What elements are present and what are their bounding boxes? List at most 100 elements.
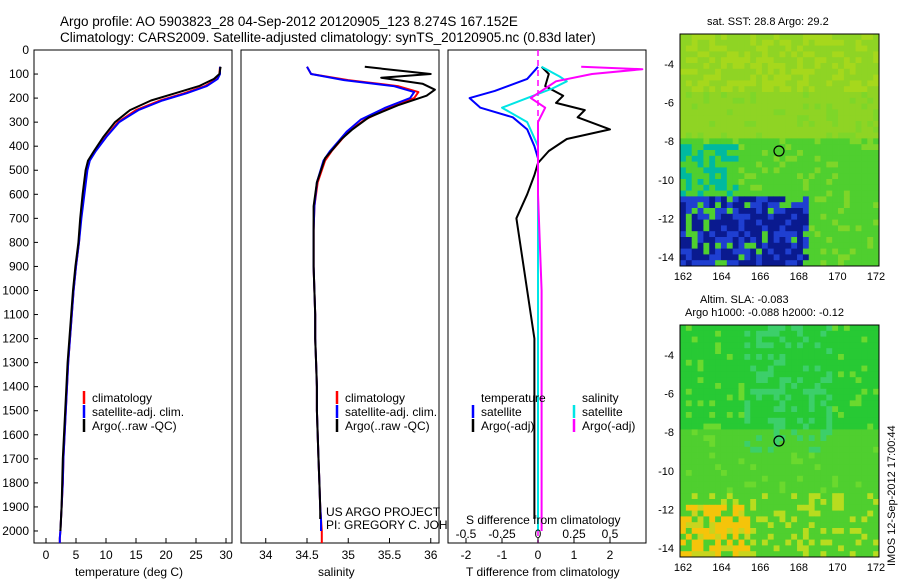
s-xtick-label: 0.5: [602, 527, 619, 541]
map-pixel: [802, 446, 810, 453]
map-pixel: [849, 248, 856, 255]
map-pixel: [726, 260, 734, 267]
map-pixel: [808, 533, 816, 540]
map-pixel: [697, 80, 704, 87]
map-pixel: [732, 45, 739, 52]
map-pixel: [691, 423, 698, 430]
map-pixel: [732, 126, 739, 133]
map-pixel: [761, 231, 769, 238]
map-pixel: [703, 487, 710, 494]
map-pixel: [779, 342, 786, 349]
map-pixel: [814, 184, 821, 191]
xtick-label: 10: [99, 548, 113, 562]
map-pixel: [691, 528, 698, 535]
map-pixel: [861, 510, 868, 517]
map-pixel: [832, 34, 839, 41]
map-pixel: [861, 383, 868, 390]
map-pixel: [808, 348, 816, 355]
map-pixel: [709, 248, 716, 255]
map-pixel: [685, 528, 693, 535]
map-pixel: [826, 458, 833, 465]
map-pixel: [802, 429, 810, 436]
map-pixel: [867, 68, 874, 75]
map-pixel: [849, 109, 856, 116]
map-pixel: [761, 359, 769, 366]
map-pixel: [791, 412, 798, 419]
map-pixel: [685, 388, 693, 395]
map-pixel: [849, 487, 856, 494]
map-pixel: [732, 365, 739, 372]
map-pixel: [685, 80, 693, 87]
map-pixel: [773, 348, 780, 355]
map-pixel: [832, 371, 839, 378]
map-pixel: [756, 109, 763, 116]
map-pixel: [715, 528, 722, 535]
map-pixel: [873, 446, 880, 453]
map-pixel: [797, 57, 804, 64]
map-pixel: [761, 528, 769, 535]
map-pixel: [779, 150, 786, 157]
xtick-label: 1: [571, 548, 578, 562]
map-pixel: [843, 34, 851, 41]
timestamp-stamp: IMOS 12-Sep-2012 17:00:44: [886, 425, 898, 566]
map-pixel: [797, 452, 804, 459]
map-pixel: [849, 196, 856, 203]
map-pixel: [697, 34, 704, 41]
map-pixel: [820, 400, 827, 407]
map-pixel: [826, 417, 833, 424]
map-pixel: [802, 138, 810, 145]
map-pixel: [680, 109, 687, 116]
map-pixel: [867, 504, 874, 511]
map-pixel: [685, 348, 693, 355]
map-pixel: [855, 86, 862, 93]
map-pixel: [691, 80, 698, 87]
map-pixel: [697, 539, 704, 546]
map-pixel: [814, 92, 821, 99]
map-pixel: [797, 173, 804, 180]
map-pixel: [797, 499, 804, 506]
sla-map-yticks: -4-6-8-10-12-14: [658, 350, 674, 555]
map-pixel: [691, 39, 698, 46]
map-pixel: [703, 196, 710, 203]
map-pixel: [808, 510, 816, 517]
map-pixel: [838, 377, 845, 384]
map-pixel: [797, 68, 804, 75]
map-pixel: [726, 132, 734, 139]
map-pixel: [756, 493, 763, 500]
map-pixel: [680, 190, 687, 197]
map-pixel: [843, 121, 851, 128]
map-pixel: [732, 383, 739, 390]
map-pixel: [779, 400, 786, 407]
map-pixel: [744, 429, 751, 436]
map-pixel: [738, 539, 745, 546]
map-pixel: [808, 504, 816, 511]
legend-label-satellite-adj: satellite-adj. clim.: [345, 405, 437, 419]
map-pixel: [691, 499, 698, 506]
map-pixel: [843, 452, 851, 459]
temperature-legend: climatology satellite-adj. clim. Argo(..…: [82, 391, 184, 433]
map-pixel: [861, 452, 868, 459]
map-pixel: [797, 510, 804, 517]
map-pixel: [697, 126, 704, 133]
map-pixel: [773, 80, 780, 87]
map-pixel: [744, 452, 751, 459]
map-pixel: [832, 68, 839, 75]
map-pixel: [797, 63, 804, 70]
map-pixel: [832, 464, 839, 471]
map-pixel: [738, 354, 745, 361]
map-pixel: [738, 155, 745, 162]
map-pixel: [832, 365, 839, 372]
map-pixel: [720, 487, 728, 494]
map-pixel: [867, 92, 874, 99]
map-pixel: [797, 196, 804, 203]
map-pixel: [697, 103, 704, 110]
map-pixel: [761, 371, 769, 378]
map-pixel: [750, 377, 757, 384]
map-pixel: [773, 400, 780, 407]
map-pixel: [826, 103, 833, 110]
map-pixel: [797, 260, 804, 267]
map-pixel: [808, 406, 816, 413]
map-pixel: [791, 452, 798, 459]
map-pixel: [820, 429, 827, 436]
map-pixel: [797, 528, 804, 535]
